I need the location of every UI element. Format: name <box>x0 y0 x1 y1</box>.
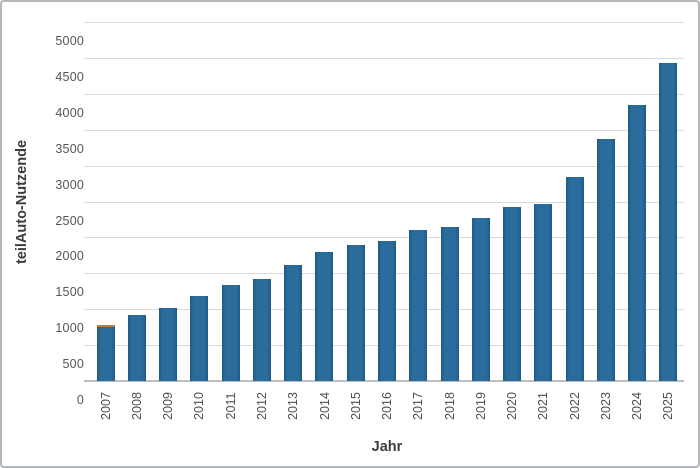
y-tick-label: 2000 <box>55 249 84 264</box>
bar-2020 <box>503 207 522 381</box>
y-axis-tick-labels: 0 500 1000 1500 2000 2500 3000 3500 4000 4500 5000 <box>2 22 84 407</box>
y-tick-label: 3000 <box>55 177 84 192</box>
bar-cell-2017 <box>403 22 434 381</box>
bar-cell-2021 <box>528 22 559 381</box>
bar-cell-2019 <box>465 22 496 381</box>
x-tick-label: 2024 <box>630 392 645 420</box>
y-tick-label: 1000 <box>55 321 84 336</box>
bar-cell-2015 <box>340 22 371 381</box>
x-axis-title: Jahr <box>371 439 403 455</box>
bar-cell-2018 <box>434 22 465 381</box>
bar-cell-2013 <box>278 22 309 381</box>
bar-2024 <box>628 104 647 381</box>
y-tick-label: 1500 <box>55 285 84 300</box>
bar-2016 <box>378 240 397 381</box>
gridline <box>84 165 684 167</box>
x-tick-label: 2010 <box>192 392 207 420</box>
bar-cell-2025 <box>653 22 684 381</box>
x-tick-label: 2007 <box>98 392 113 420</box>
bar-2014 <box>315 251 334 381</box>
x-tick-label: 2015 <box>348 392 363 420</box>
x-tick-label: 2016 <box>380 392 394 420</box>
gridline <box>84 237 684 239</box>
bar-2010 <box>190 296 209 381</box>
x-tick-label: 2019 <box>473 392 488 420</box>
bar-2025 <box>659 62 678 381</box>
bar-2012 <box>252 279 271 381</box>
bar-2019 <box>471 218 490 381</box>
y-tick-label: 0 <box>76 393 84 407</box>
x-tick-label: 2014 <box>317 392 332 420</box>
bars-container <box>90 22 684 381</box>
bar-cell-2009 <box>153 22 184 381</box>
gridline <box>84 129 684 131</box>
bar-2015 <box>346 245 365 381</box>
bar-2013 <box>284 264 303 381</box>
x-tick-label: 2020 <box>505 392 520 420</box>
bar-cell-2014 <box>309 22 340 381</box>
x-tick-label: 2017 <box>411 392 426 420</box>
y-tick-label: 4500 <box>55 69 84 84</box>
x-tick-label: 2021 <box>536 392 551 420</box>
x-tick-label: 2025 <box>661 392 676 420</box>
bar-2008 <box>127 314 146 381</box>
x-tick-label: 2023 <box>598 392 613 420</box>
bar-2011 <box>221 284 240 381</box>
y-tick-label: 5000 <box>55 34 84 48</box>
bar-2022 <box>565 177 584 381</box>
y-tick-label: 4000 <box>55 105 84 120</box>
x-axis-tick-labels: 2007 2008 2009 2010 2011 2012 2013 2014 2015 2016… <box>90 384 684 434</box>
gridline <box>84 57 684 59</box>
gridline <box>84 201 684 203</box>
plot-area <box>84 22 684 382</box>
gridline <box>84 22 684 23</box>
y-tick-label: 2500 <box>55 213 84 228</box>
bar-2018 <box>440 226 459 381</box>
bar-2007 <box>96 325 115 381</box>
bar-cell-2024 <box>622 22 653 381</box>
y-tick-label: 3500 <box>55 141 84 156</box>
x-tick-label: 2018 <box>442 392 457 420</box>
x-tick-label: 2008 <box>129 392 144 420</box>
x-tick-label: 2009 <box>161 392 176 420</box>
x-tick-label: 2011 <box>223 392 238 420</box>
bar-2021 <box>534 203 553 381</box>
bar-cell-2012 <box>246 22 277 381</box>
gridline <box>84 93 684 95</box>
x-tick-label: 2012 <box>254 392 269 420</box>
bar-cell-2016 <box>371 22 402 381</box>
x-axis-line <box>84 380 684 382</box>
bar-2017 <box>409 230 428 381</box>
y-tick-label: 500 <box>62 357 84 372</box>
x-tick-label: 2022 <box>567 392 582 420</box>
bar-cell-2011 <box>215 22 246 381</box>
x-tick-label: 2013 <box>286 392 301 420</box>
bar-2023 <box>596 139 615 381</box>
bar-cell-2020 <box>496 22 527 381</box>
bar-cell-2023 <box>590 22 621 381</box>
bar-cell-2022 <box>559 22 590 381</box>
bar-cell-2007 <box>90 22 121 381</box>
bar-2009 <box>159 308 178 381</box>
bar-cell-2008 <box>121 22 152 381</box>
bar-cell-2010 <box>184 22 215 381</box>
